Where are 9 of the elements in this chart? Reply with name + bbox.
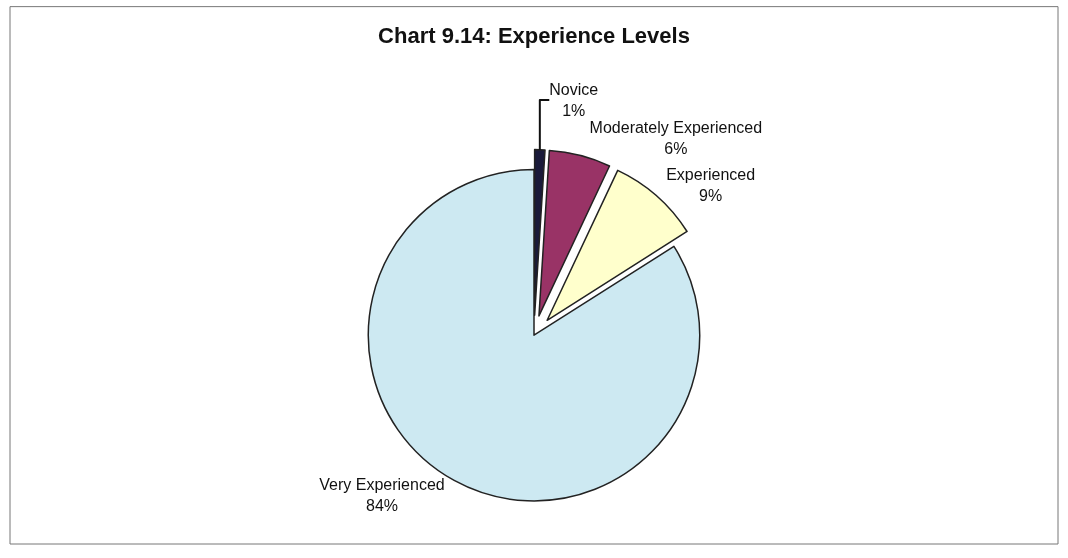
slice-label: Experienced [666, 166, 756, 184]
slice-label: Novice [549, 81, 599, 98]
data-label: 1% [562, 101, 586, 119]
slice-label: Very Experienced [319, 476, 445, 494]
data-label: 6% [664, 139, 688, 157]
data-label: 9% [699, 187, 723, 205]
slice-label: Moderately Experienced [589, 118, 763, 136]
chart-title: Chart 9.14: Experience Levels [378, 23, 690, 49]
data-label: 84% [366, 496, 399, 514]
